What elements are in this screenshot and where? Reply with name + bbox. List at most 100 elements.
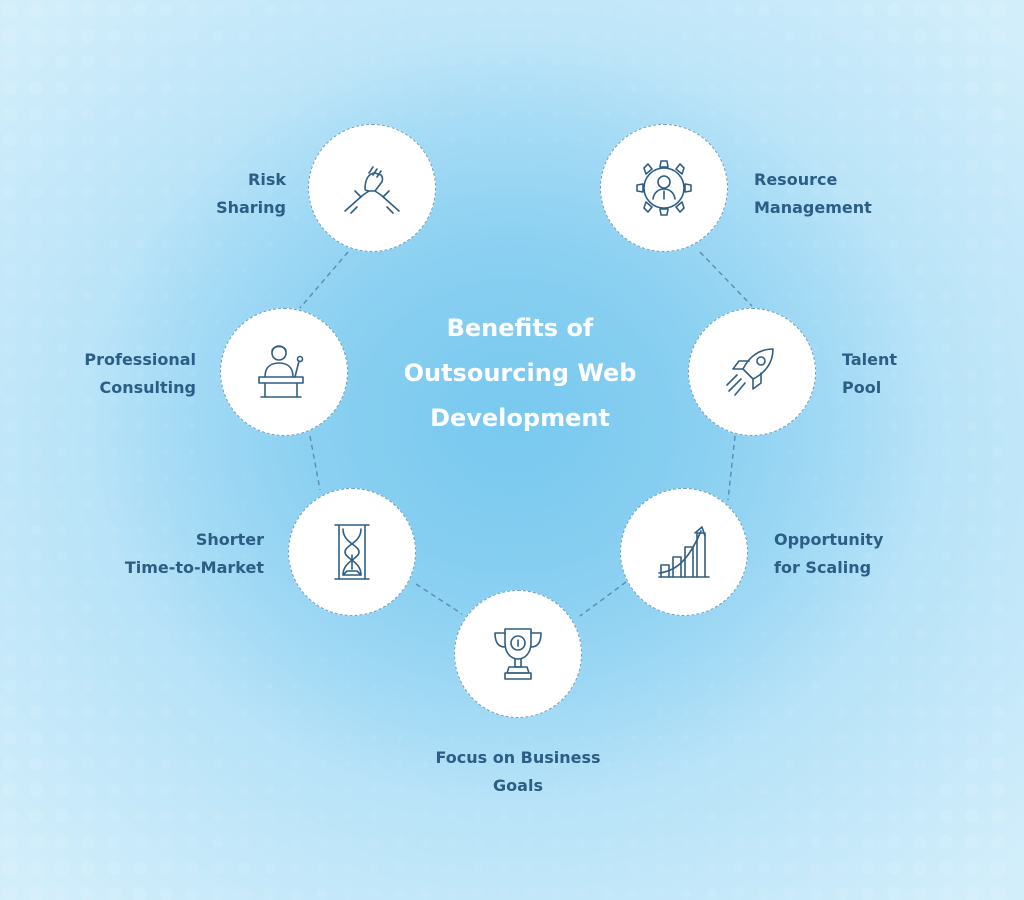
background-dot	[525, 5, 535, 15]
background-dot	[162, 526, 170, 534]
background-dot	[135, 187, 145, 197]
background-dot	[82, 238, 94, 250]
background-dot	[2, 782, 18, 798]
background-dot	[369, 863, 379, 873]
background-dot	[940, 576, 952, 588]
background-dot	[552, 58, 560, 66]
node-shorter-time-to-market	[288, 488, 416, 616]
background-dot	[965, 185, 979, 199]
background-dot	[108, 186, 120, 198]
background-dot	[54, 860, 70, 876]
background-dot	[55, 133, 69, 147]
background-dot	[369, 57, 379, 67]
background-dot	[759, 83, 769, 93]
background-dot	[889, 265, 899, 275]
background-dot	[343, 31, 353, 41]
background-dot	[888, 186, 900, 198]
background-dot	[912, 2, 928, 18]
background-dot	[135, 551, 145, 561]
background-dot	[30, 420, 42, 432]
background-dot	[421, 863, 431, 873]
background-dot	[473, 863, 483, 873]
background-dot	[107, 3, 121, 17]
background-dot	[162, 318, 170, 326]
background-dot	[395, 57, 405, 67]
background-dot	[56, 602, 68, 614]
background-dot	[913, 809, 927, 823]
background-dot	[212, 82, 224, 94]
background-dot	[604, 786, 612, 794]
background-dot	[551, 837, 561, 847]
background-dot	[939, 55, 953, 69]
background-dot	[886, 886, 902, 900]
background-dot	[966, 290, 978, 302]
background-dot	[992, 316, 1004, 328]
background-dot	[706, 4, 718, 16]
hourglass-icon	[334, 524, 370, 580]
background-dot	[551, 5, 561, 15]
background-dot	[28, 886, 44, 900]
background-dot	[161, 239, 171, 249]
background-dot	[836, 108, 848, 120]
background-dot	[889, 239, 899, 249]
background-dot	[862, 82, 874, 94]
background-dot	[4, 316, 16, 328]
background-dot	[785, 109, 795, 119]
background-dot	[785, 759, 795, 769]
background-dot	[106, 886, 122, 900]
background-dot	[160, 82, 172, 94]
background-dot	[604, 84, 612, 92]
background-dot	[966, 446, 978, 458]
background-dot	[160, 758, 172, 770]
label-resource-management: Resource Management	[754, 166, 894, 222]
background-dot	[54, 834, 70, 850]
background-dot	[760, 188, 768, 196]
background-dot	[525, 837, 535, 847]
background-dot	[3, 575, 17, 589]
background-dot	[188, 604, 196, 612]
background-dot	[864, 396, 872, 404]
background-dot	[108, 134, 120, 146]
background-dot	[2, 80, 18, 96]
background-dot	[214, 604, 222, 612]
background-dot	[159, 861, 173, 875]
background-dot	[990, 886, 1006, 900]
background-dot	[30, 628, 42, 640]
background-dot	[836, 82, 848, 94]
background-dot	[54, 28, 70, 44]
background-dot	[758, 836, 770, 848]
background-dot	[836, 56, 848, 68]
background-dot	[838, 396, 846, 404]
background-dot	[4, 420, 16, 432]
background-dot	[786, 240, 794, 248]
label-risk-sharing-line1: Risk	[248, 170, 286, 189]
background-dot	[109, 499, 119, 509]
background-dot	[992, 550, 1004, 562]
background-dot	[395, 5, 405, 15]
background-dot	[863, 603, 873, 613]
background-dot	[136, 422, 144, 430]
background-dot	[55, 757, 69, 771]
node-resource-management	[600, 124, 728, 252]
background-dot	[292, 708, 300, 716]
background-dot	[265, 109, 275, 119]
node-professional-consulting	[220, 308, 348, 436]
background-dot	[758, 56, 770, 68]
title-line-1: Benefits of	[446, 314, 594, 342]
background-dot	[938, 834, 954, 850]
background-dot	[810, 836, 822, 848]
background-dot	[838, 344, 846, 352]
background-dot	[266, 188, 274, 196]
background-dot	[889, 499, 899, 509]
background-dot	[941, 551, 951, 561]
background-dot	[56, 212, 68, 224]
background-dot	[990, 28, 1006, 44]
background-dot	[809, 3, 823, 17]
background-dot	[83, 343, 93, 353]
background-dot	[239, 733, 249, 743]
background-dot	[526, 84, 534, 92]
background-dot	[861, 29, 875, 43]
background-dot	[784, 862, 796, 874]
background-dot	[707, 83, 717, 93]
